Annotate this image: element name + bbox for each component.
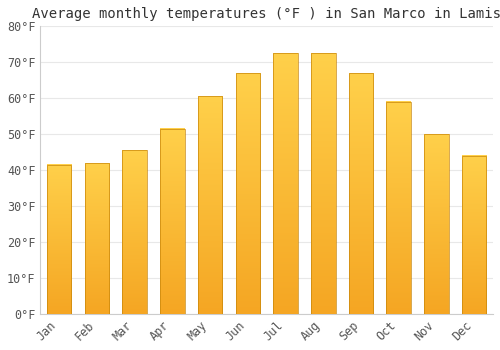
Bar bbox=[462, 156, 486, 314]
Bar bbox=[311, 53, 336, 314]
Bar bbox=[236, 73, 260, 314]
Bar bbox=[122, 150, 147, 314]
Bar bbox=[84, 163, 109, 314]
Bar bbox=[160, 129, 184, 314]
Bar bbox=[348, 73, 374, 314]
Bar bbox=[198, 96, 222, 314]
Bar bbox=[122, 150, 147, 314]
Bar bbox=[311, 53, 336, 314]
Bar bbox=[47, 165, 72, 314]
Bar bbox=[424, 134, 448, 314]
Bar bbox=[386, 102, 411, 314]
Bar bbox=[274, 53, 298, 314]
Bar bbox=[462, 156, 486, 314]
Bar bbox=[348, 73, 374, 314]
Bar bbox=[274, 53, 298, 314]
Bar bbox=[424, 134, 448, 314]
Bar bbox=[47, 165, 72, 314]
Bar bbox=[198, 96, 222, 314]
Bar bbox=[386, 102, 411, 314]
Bar bbox=[84, 163, 109, 314]
Bar bbox=[160, 129, 184, 314]
Bar bbox=[236, 73, 260, 314]
Title: Average monthly temperatures (°F ) in San Marco in Lamis: Average monthly temperatures (°F ) in Sa… bbox=[32, 7, 500, 21]
